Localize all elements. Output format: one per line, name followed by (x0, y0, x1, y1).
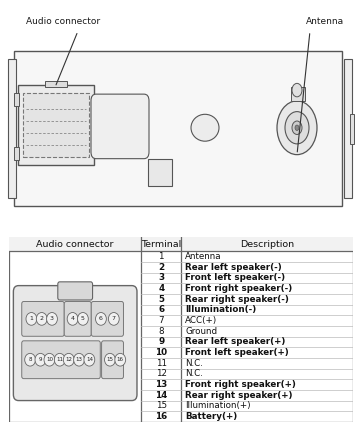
Circle shape (108, 312, 119, 325)
Text: 6: 6 (158, 305, 164, 315)
Text: ACC(+): ACC(+) (185, 316, 217, 325)
Text: 2: 2 (40, 316, 44, 321)
Text: Front right speaker(+): Front right speaker(+) (185, 380, 296, 389)
Bar (18, 85, 94, 165)
Text: Rear left speaker(+): Rear left speaker(+) (185, 338, 285, 346)
Circle shape (35, 353, 46, 366)
Text: Antenna: Antenna (185, 252, 222, 261)
Circle shape (292, 121, 302, 134)
Circle shape (54, 353, 65, 366)
Text: 4: 4 (71, 316, 75, 321)
Bar (14, 51, 342, 206)
Text: Front left speaker(-): Front left speaker(-) (185, 273, 285, 282)
Bar (14, 147, 19, 160)
Text: 1: 1 (158, 252, 164, 261)
FancyBboxPatch shape (13, 286, 137, 401)
Circle shape (36, 312, 47, 325)
Bar (148, 159, 172, 186)
Circle shape (277, 101, 317, 155)
Text: 8: 8 (28, 357, 32, 362)
Circle shape (95, 312, 106, 325)
Text: Rear left speaker(-): Rear left speaker(-) (185, 263, 282, 272)
Circle shape (63, 353, 74, 366)
Bar (344, 59, 352, 198)
Text: 10: 10 (46, 357, 53, 362)
Text: 4: 4 (158, 284, 164, 293)
Circle shape (115, 353, 126, 366)
Text: 9: 9 (39, 357, 42, 362)
Text: Rear right speaker(+): Rear right speaker(+) (185, 391, 293, 400)
Circle shape (26, 312, 37, 325)
Text: 3: 3 (158, 273, 164, 282)
Text: Illumination(+): Illumination(+) (185, 402, 251, 410)
Circle shape (84, 353, 95, 366)
Circle shape (46, 312, 57, 325)
Text: Front right speaker(-): Front right speaker(-) (185, 284, 292, 293)
Text: 1: 1 (30, 316, 33, 321)
Text: 9: 9 (158, 338, 164, 346)
Text: 11: 11 (56, 357, 63, 362)
Text: 15: 15 (156, 402, 167, 410)
Text: 13: 13 (155, 380, 167, 389)
FancyBboxPatch shape (91, 301, 123, 336)
Text: Audio connector: Audio connector (26, 17, 100, 25)
Text: 7: 7 (112, 316, 116, 321)
Text: 15: 15 (107, 357, 113, 362)
Text: Terminal: Terminal (141, 240, 181, 249)
Text: 11: 11 (156, 359, 167, 368)
Text: 5: 5 (81, 316, 85, 321)
Text: Front left speaker(+): Front left speaker(+) (185, 348, 289, 357)
Bar (14, 93, 19, 106)
Bar (291, 87, 305, 101)
Circle shape (104, 353, 115, 366)
Text: 13: 13 (76, 357, 82, 362)
Bar (9, 237, 353, 251)
Text: Battery(+): Battery(+) (185, 412, 237, 421)
Bar (8, 59, 16, 198)
Bar (45, 81, 67, 87)
FancyBboxPatch shape (22, 341, 100, 379)
Text: 16: 16 (117, 357, 124, 362)
Text: N.C.: N.C. (185, 369, 203, 378)
Ellipse shape (191, 114, 219, 141)
Text: 2: 2 (158, 263, 164, 272)
Circle shape (77, 312, 88, 325)
Circle shape (74, 353, 85, 366)
Text: 6: 6 (99, 316, 103, 321)
Text: 12: 12 (65, 357, 72, 362)
Text: N.C.: N.C. (185, 359, 203, 368)
Bar (350, 114, 354, 144)
FancyBboxPatch shape (22, 301, 64, 336)
Text: Ground: Ground (185, 327, 217, 336)
FancyBboxPatch shape (64, 301, 91, 336)
Text: 8: 8 (158, 327, 164, 336)
Text: Rear right speaker(-): Rear right speaker(-) (185, 295, 289, 304)
Text: 16: 16 (155, 412, 167, 421)
Circle shape (44, 353, 55, 366)
Text: Description: Description (240, 240, 294, 249)
Circle shape (67, 312, 78, 325)
Text: 12: 12 (156, 369, 167, 378)
Text: 14: 14 (155, 391, 167, 400)
Circle shape (295, 125, 299, 131)
FancyBboxPatch shape (102, 341, 123, 379)
FancyBboxPatch shape (91, 94, 149, 159)
FancyBboxPatch shape (58, 282, 93, 300)
Text: Illumination(-): Illumination(-) (185, 305, 256, 315)
Text: Antenna: Antenna (306, 17, 344, 25)
Bar (23, 93, 89, 157)
Circle shape (292, 84, 302, 97)
Text: 5: 5 (158, 295, 164, 304)
Text: 7: 7 (158, 316, 164, 325)
Circle shape (25, 353, 36, 366)
Text: Audio connector: Audio connector (36, 240, 114, 249)
Text: 10: 10 (155, 348, 167, 357)
Text: 14: 14 (86, 357, 93, 362)
Circle shape (285, 112, 309, 144)
Text: 3: 3 (50, 316, 54, 321)
